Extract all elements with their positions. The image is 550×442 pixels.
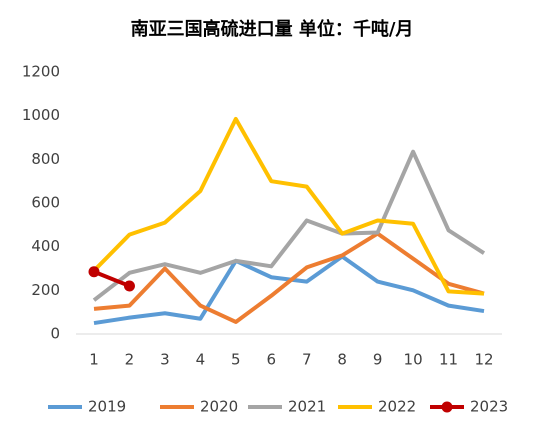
x-tick-label: 2 — [125, 351, 135, 369]
x-tick-label: 10 — [404, 351, 423, 369]
legend-label: 2020 — [200, 398, 238, 416]
x-tick-label: 3 — [160, 351, 170, 369]
y-tick-label: 200 — [31, 281, 60, 299]
x-tick-label: 4 — [196, 351, 206, 369]
chart-title: 南亚三国高硫进口量 单位：千吨/月 — [131, 18, 414, 40]
y-tick-label: 800 — [31, 150, 60, 168]
series-line — [93, 231, 485, 324]
legend-label: 2022 — [378, 398, 416, 416]
x-tick-label: 11 — [439, 351, 458, 369]
y-tick-label: 0 — [50, 325, 60, 343]
series-line — [92, 116, 485, 296]
x-tick-label: 8 — [337, 351, 347, 369]
series-line — [92, 149, 486, 302]
x-tick-label: 6 — [266, 351, 276, 369]
y-tick-label: 400 — [31, 237, 60, 255]
legend-marker — [441, 401, 453, 413]
legend-label: 2023 — [470, 398, 508, 416]
series-marker — [123, 280, 135, 292]
x-tick-label: 9 — [373, 351, 383, 369]
y-tick-label: 600 — [31, 194, 60, 212]
legend-label: 2021 — [288, 398, 326, 416]
x-tick-label: 5 — [231, 351, 241, 369]
legend-label: 2019 — [88, 398, 126, 416]
y-tick-label: 1200 — [22, 63, 60, 81]
y-tick-label: 1000 — [22, 106, 60, 124]
x-tick-label: 12 — [474, 351, 493, 369]
x-tick-label: 1 — [89, 351, 99, 369]
series-marker — [88, 266, 100, 278]
x-tick-label: 7 — [302, 351, 312, 369]
series-line — [93, 269, 131, 288]
